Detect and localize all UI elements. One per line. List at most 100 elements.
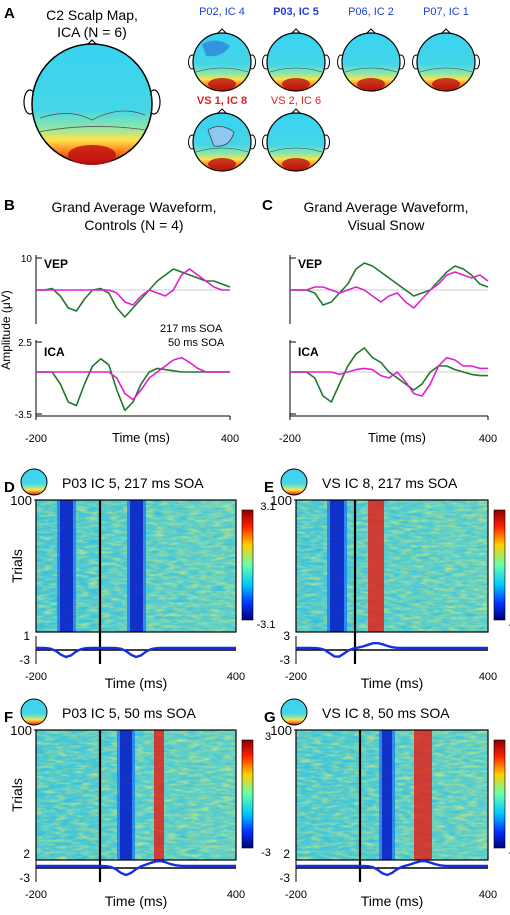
small-scalp-map (188, 108, 256, 172)
panel-b-title-line1: Grand Average Waveform, (52, 199, 217, 215)
contour (269, 147, 323, 153)
small-scalp-map (262, 108, 330, 172)
small-map-label: P06, IC 2 (348, 6, 394, 18)
x-tick-label: 400 (227, 671, 245, 683)
mini-head-icon (20, 468, 48, 496)
trace-line (36, 859, 236, 877)
trials-top-tick: 100 (270, 493, 292, 508)
y-tick-label: -3.5 (15, 410, 33, 421)
panel-a-title-line2: ICA (N = 6) (57, 24, 127, 40)
panel-a-title-line1: C2 Scalp Map, (46, 7, 138, 23)
erp-image-panel: F P03 IC 5, 50 ms SOA 3 -3 100 Trials 2 -3 -200 4… (4, 698, 271, 909)
wave-label: ICA (44, 345, 65, 359)
x-axis-label: Time (ms) (112, 430, 170, 445)
wave-series-50 (36, 268, 230, 306)
legend-50: 50 ms SOA (168, 337, 225, 349)
panel-letter-b: B (4, 197, 15, 214)
small-map-label: VS 1, IC 8 (197, 95, 247, 107)
waveform-panel: 2.5 -3.5 ICA -200 400 Time (ms) (15, 338, 239, 445)
erp-noise-cool (296, 500, 488, 632)
head (416, 32, 476, 92)
trace-bottom-tick: -3 (279, 653, 290, 667)
contour (269, 67, 323, 73)
trace-line (296, 641, 488, 658)
y-tick-label: 2.5 (18, 338, 32, 349)
band-edge (344, 500, 347, 632)
erp-title: P03 IC 5, 217 ms SOA (62, 475, 204, 491)
contour (195, 67, 249, 73)
panel-letter-a: A (4, 5, 15, 22)
wave-series-217 (36, 268, 231, 318)
band-edge (379, 730, 382, 860)
erp-frame (295, 499, 489, 633)
positive-band (368, 500, 384, 632)
positive-band (414, 730, 432, 860)
x-axis-label: Time (ms) (105, 675, 167, 691)
big-scalp-map (23, 39, 161, 165)
x-tick-label: -200 (285, 671, 307, 683)
hot-spot (208, 78, 236, 90)
small-map-label: VS 2, IC 6 (271, 95, 321, 107)
colorbar (493, 509, 506, 621)
trials-axis-label: Trials (9, 778, 25, 812)
erp-image-panel: EVS IC 8, 217 ms SOA3.8-3.81003-3-200400… (264, 468, 510, 691)
trials-top-tick: 100 (10, 723, 32, 738)
erp-images: D P03 IC 5, 217 ms SOA 3.1 -3.1 100 Trials 1 -3… (4, 468, 510, 909)
small-map-label: P02, IC 4 (199, 6, 245, 18)
waveform-panel: VEP (289, 255, 489, 324)
negative-band (330, 500, 344, 632)
panel-letter: G (264, 709, 276, 726)
x-axis-label: Time (ms) (368, 430, 426, 445)
trace-top-tick: 2 (283, 847, 290, 861)
band-edge (73, 500, 76, 632)
x-axis-label: Time (ms) (361, 675, 423, 691)
panel-letter: F (4, 709, 13, 726)
small-scalp-map (412, 28, 480, 92)
x-tick-label: -200 (25, 433, 47, 445)
small-map-label: P03, IC 5 (273, 6, 319, 18)
hot-spot (432, 78, 460, 90)
mini-head-icon (20, 698, 48, 726)
panel-b-title-line2: Controls (N = 4) (84, 217, 183, 233)
erp-noise-cool (36, 730, 236, 860)
negative-band (382, 730, 392, 860)
panel-letter: E (264, 479, 274, 496)
negative-band (130, 500, 143, 632)
trials-top-tick: 100 (270, 723, 292, 738)
small-scalp-maps: P02, IC 4 P03, IC 5 P06, IC 2 P07, IC 1 VS 1… (188, 6, 480, 172)
trace-top-tick: 2 (23, 847, 30, 861)
wave-label: VEP (298, 257, 322, 271)
erp-title: VS IC 8, 217 ms SOA (322, 475, 458, 491)
band-edge (132, 730, 135, 860)
x-tick-label: -200 (279, 433, 301, 445)
colorbar-max: 3 (265, 731, 271, 743)
legend-217: 217 ms SOA (160, 323, 223, 335)
hot-spot (282, 78, 310, 90)
band-edge (57, 500, 60, 632)
wave-label: VEP (44, 257, 68, 271)
small-scalp-map (188, 28, 256, 92)
x-axis-label: Time (ms) (361, 893, 423, 909)
band-edge (327, 500, 330, 632)
head (266, 112, 326, 172)
colorbar-min: -3 (261, 847, 271, 859)
mini-head-icon (280, 698, 308, 726)
trace-line (296, 860, 488, 877)
trace-line (36, 646, 236, 659)
colorbar-min: -3.4 (509, 847, 510, 859)
erp-image-panel: GVS IC 8, 50 ms SOA3.4-3.41002-3-200400T… (264, 698, 510, 909)
erp-frame (35, 729, 237, 861)
x-tick-label: -200 (285, 889, 307, 901)
contour (419, 67, 473, 73)
head (266, 32, 326, 92)
x-tick-label: 400 (479, 433, 497, 445)
waveform-panel: ICA -200 400 Time (ms) (279, 340, 497, 445)
band-edge (127, 500, 130, 632)
small-map-label: P07, IC 1 (423, 6, 469, 18)
trace-bottom-tick: -3 (19, 653, 30, 667)
wave-label: ICA (298, 345, 319, 359)
wave-series-50 (36, 356, 230, 401)
erp-frame (295, 729, 489, 861)
erp-image-panel: D P03 IC 5, 217 ms SOA 3.1 -3.1 100 Trials 1 -3… (4, 468, 276, 691)
